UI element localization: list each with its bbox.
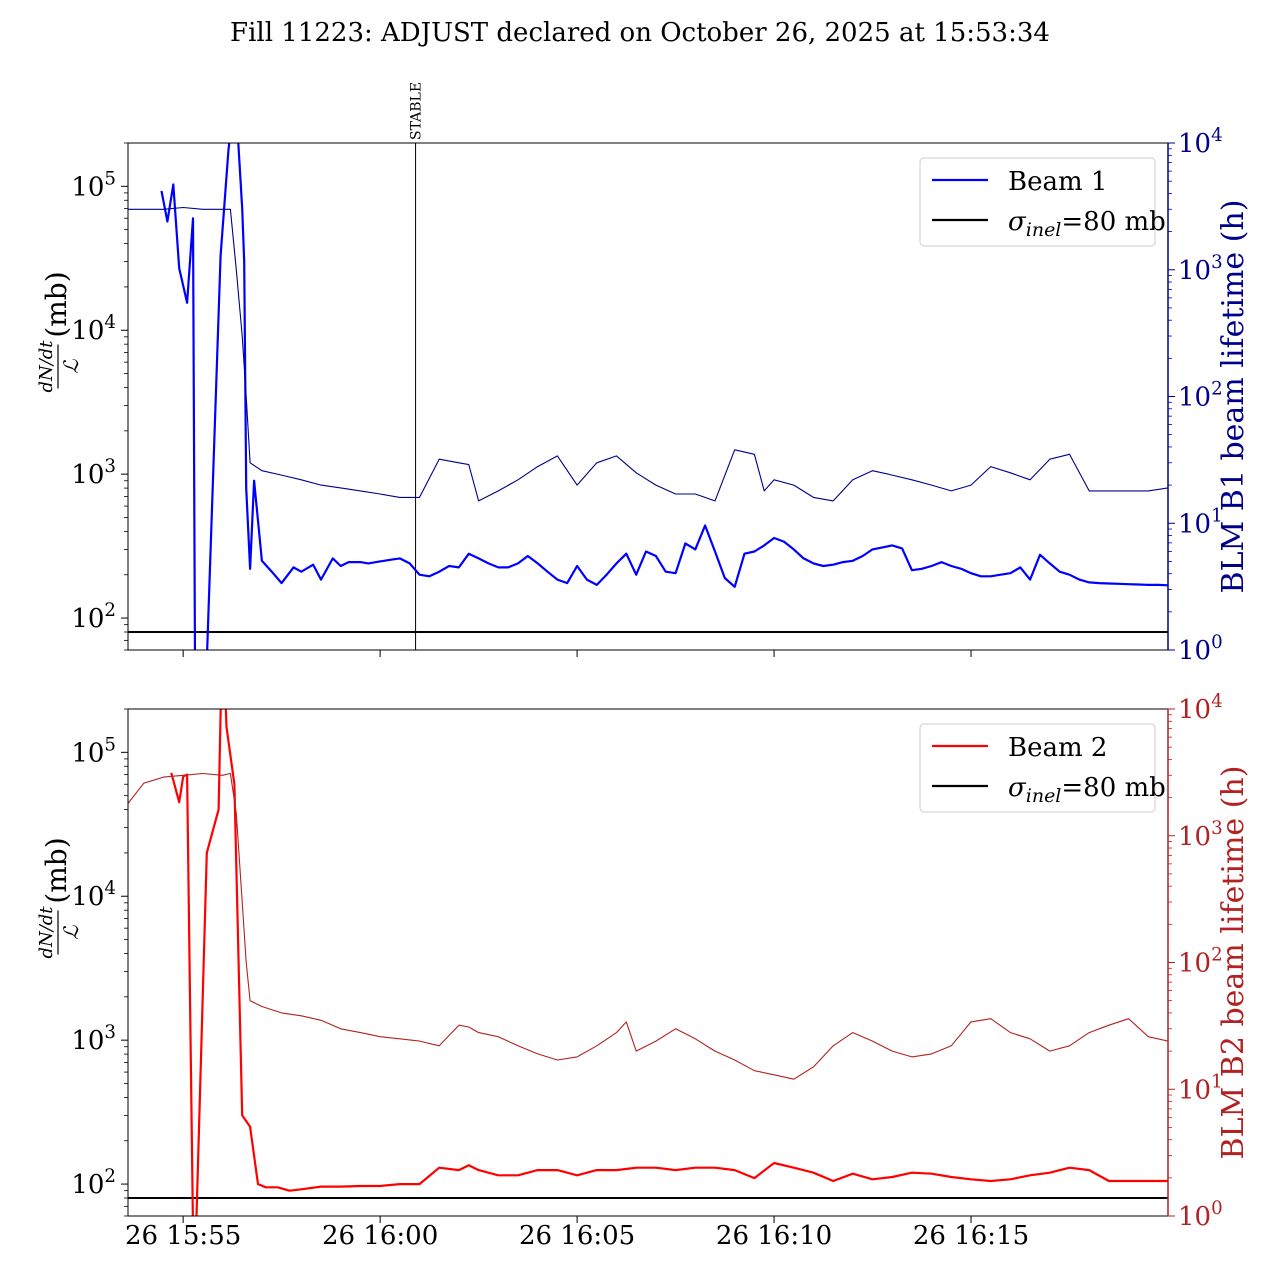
y-axis-label-unit: (mb) (40, 271, 73, 337)
y-axis-label-unit: (mb) (40, 837, 73, 903)
y-axis-label-numerator: dN/dt (36, 340, 57, 393)
stable-marker-label: STABLE (409, 82, 425, 140)
y-axis-label-denominator: ℒ (59, 359, 83, 374)
y2-axis-label: BLM B2 beam lifetime (h) (1216, 766, 1251, 1160)
y2-tick-label: 103 (1178, 818, 1223, 852)
y2-tick-label: 103 (1178, 252, 1223, 286)
y-axis-label: dN/dt ℒ (mb) (36, 271, 83, 392)
y2-tick-label: 104 (1178, 691, 1223, 725)
y-tick-label: 103 (71, 456, 116, 490)
x-tick-label: 26 16:10 (716, 1221, 832, 1251)
y2-axis-label: BLM B1 beam lifetime (h) (1216, 200, 1251, 594)
x-tick-label: 26 16:15 (913, 1221, 1029, 1251)
y2-tick-label: 100 (1178, 632, 1223, 666)
legend-label: Beam 1 (1008, 167, 1107, 197)
series-loss-b1 (160, 143, 1168, 650)
x-tick-label: 26 16:05 (519, 1221, 635, 1251)
series-loss-b2 (170, 709, 1168, 1216)
y-axis-label-denominator: ℒ (59, 925, 83, 940)
y-axis-label: dN/dt ℒ (mb) (36, 837, 83, 958)
legend-label: σinel=80 mb (1008, 773, 1166, 807)
y-tick-label: 102 (71, 600, 116, 634)
y-tick-label: 104 (71, 878, 116, 912)
series-lifetime-b1 (128, 206, 1168, 502)
y2-tick-label: 102 (1178, 379, 1223, 413)
y2-tick-label: 100 (1178, 1198, 1223, 1232)
legend-label: Beam 2 (1008, 733, 1107, 763)
figure-title: Fill 11223: ADJUST declared on October 2… (230, 18, 1050, 48)
y2-tick-label: 101 (1178, 1071, 1223, 1105)
panel-bottom: 102 103 104 105 100 101 102 103 104 26 15:55 26 16… (36, 691, 1251, 1251)
series-lifetime-b2 (128, 772, 1168, 1080)
y-tick-label: 103 (71, 1022, 116, 1056)
x-tick-label: 26 16:00 (322, 1221, 438, 1251)
y-tick-label: 105 (71, 734, 116, 768)
y-tick-label: 102 (71, 1166, 116, 1200)
y2-tick-label: 101 (1178, 505, 1223, 539)
x-tick-label: 26 15:55 (125, 1221, 241, 1251)
y-tick-label: 105 (71, 168, 116, 202)
y2-tick-label: 104 (1178, 125, 1223, 159)
y2-tick-label: 102 (1178, 945, 1223, 979)
panel-top: STABLE 102 103 104 105 100 101 102 103 104 dN/dt ℒ (… (36, 82, 1251, 666)
y-tick-label: 104 (71, 312, 116, 346)
legend-label: σinel=80 mb (1008, 207, 1166, 241)
y-axis-label-numerator: dN/dt (36, 906, 57, 959)
